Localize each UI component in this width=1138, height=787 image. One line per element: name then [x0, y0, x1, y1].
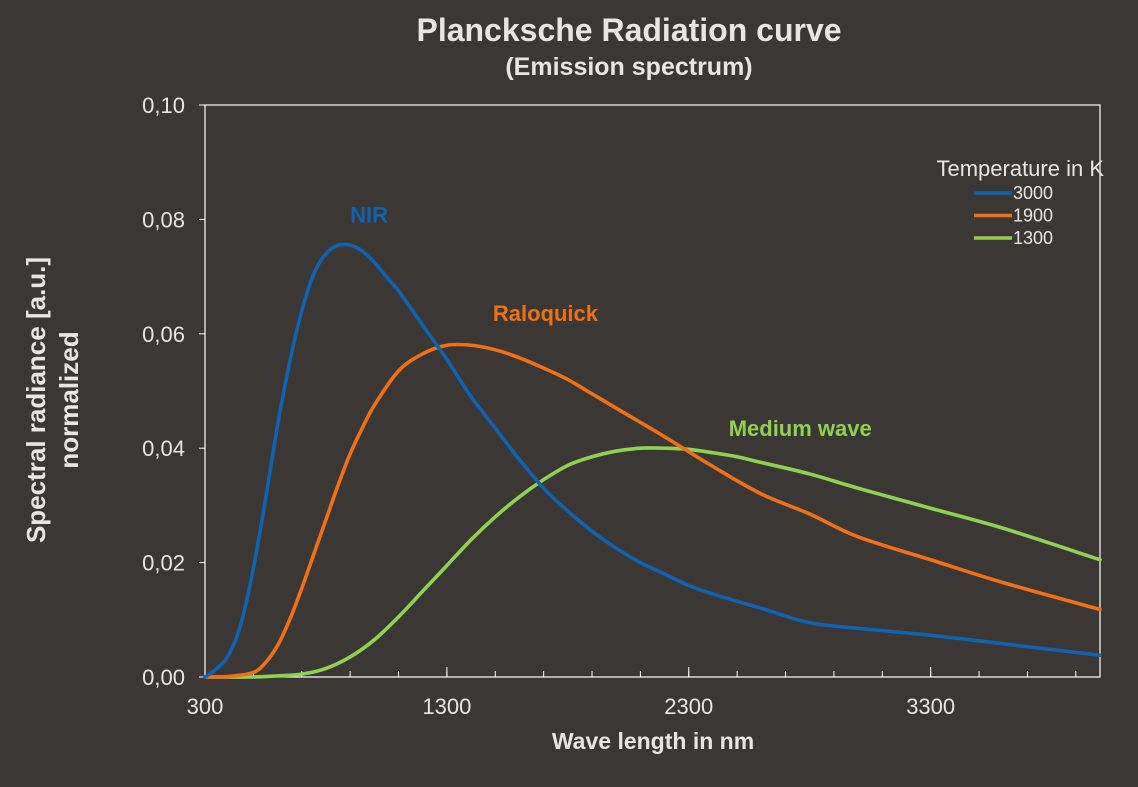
x-tick-label: 300 [187, 694, 224, 719]
legend-title: Temperature in K [936, 156, 1104, 181]
y-axis-label: Spectral radiance [a.u.] [21, 257, 51, 543]
y-tick-label: 0,00 [142, 665, 185, 690]
x-tick-label: 2300 [664, 694, 713, 719]
series-line-1300 [203, 446, 1102, 679]
series-line-1900 [203, 342, 1102, 679]
y-tick-label: 0,10 [142, 93, 185, 118]
legend-label-1900: 1900 [1013, 206, 1053, 226]
annotation-label: Raloquick [493, 301, 599, 326]
series-line-3000 [203, 242, 1102, 679]
y-axis-label-normalized: normalized [54, 331, 84, 468]
y-tick-label: 0,04 [142, 436, 185, 461]
y-tick-label: 0,02 [142, 551, 185, 576]
annotation-label: NIR [350, 202, 388, 227]
x-tick-label: 3300 [906, 694, 955, 719]
x-axis-label: Wave length in nm [552, 728, 754, 754]
chart-title: Plancksche Radiation curve [416, 12, 841, 48]
y-tick-label: 0,06 [142, 322, 185, 347]
legend-label-3000: 3000 [1013, 183, 1053, 203]
x-tick-label: 1300 [422, 694, 471, 719]
chart-subtitle: (Emission spectrum) [505, 53, 752, 81]
plot-frame [204, 104, 1101, 678]
annotation-label: Medium wave [729, 416, 872, 441]
y-tick-label: 0,08 [142, 207, 185, 232]
legend-label-1300: 1300 [1013, 228, 1053, 248]
plot-area: 300 1300 2300 3300 0,00 0,02 0,04 0,06 0,08 0,10 N… [142, 93, 1102, 719]
